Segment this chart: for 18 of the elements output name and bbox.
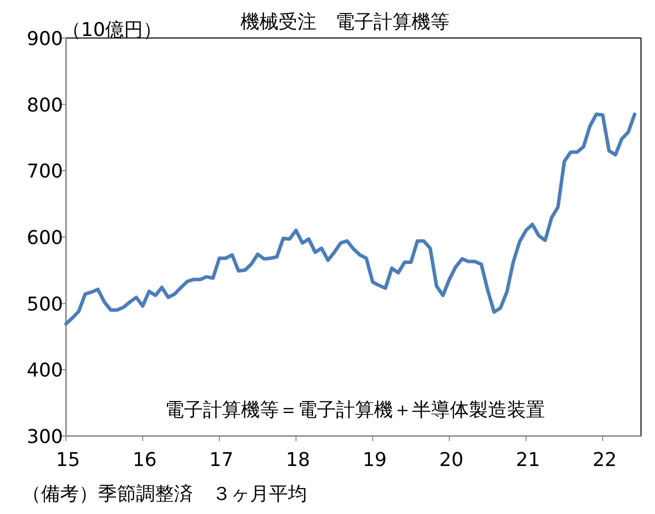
x-tick-label: 22 — [592, 449, 617, 471]
y-tick-label: 900 — [26, 28, 63, 50]
y-tick-label: 800 — [26, 94, 63, 116]
x-tick-label: 15 — [56, 449, 80, 471]
annotation: 電子計算機等＝電子計算機＋半導体製造装置 — [165, 399, 545, 421]
x-tick-label: 19 — [362, 449, 387, 471]
x-tick-label: 16 — [132, 449, 157, 471]
x-tick-label: 21 — [516, 449, 540, 471]
y-tick-label: 500 — [26, 293, 63, 316]
y-tick-label: 300 — [26, 426, 63, 448]
x-tick-label: 20 — [439, 449, 464, 471]
y-tick-label: 400 — [26, 360, 63, 382]
x-tick-label: 17 — [209, 449, 234, 471]
y-tick-label: 600 — [26, 227, 63, 249]
chart-title: 機械受注 電子計算機等 — [240, 11, 450, 33]
x-tick-label: 18 — [286, 449, 310, 471]
text: （備考）季節調整済 ３ヶ月平均 — [22, 483, 307, 505]
y-tick-label: 700 — [26, 160, 63, 183]
